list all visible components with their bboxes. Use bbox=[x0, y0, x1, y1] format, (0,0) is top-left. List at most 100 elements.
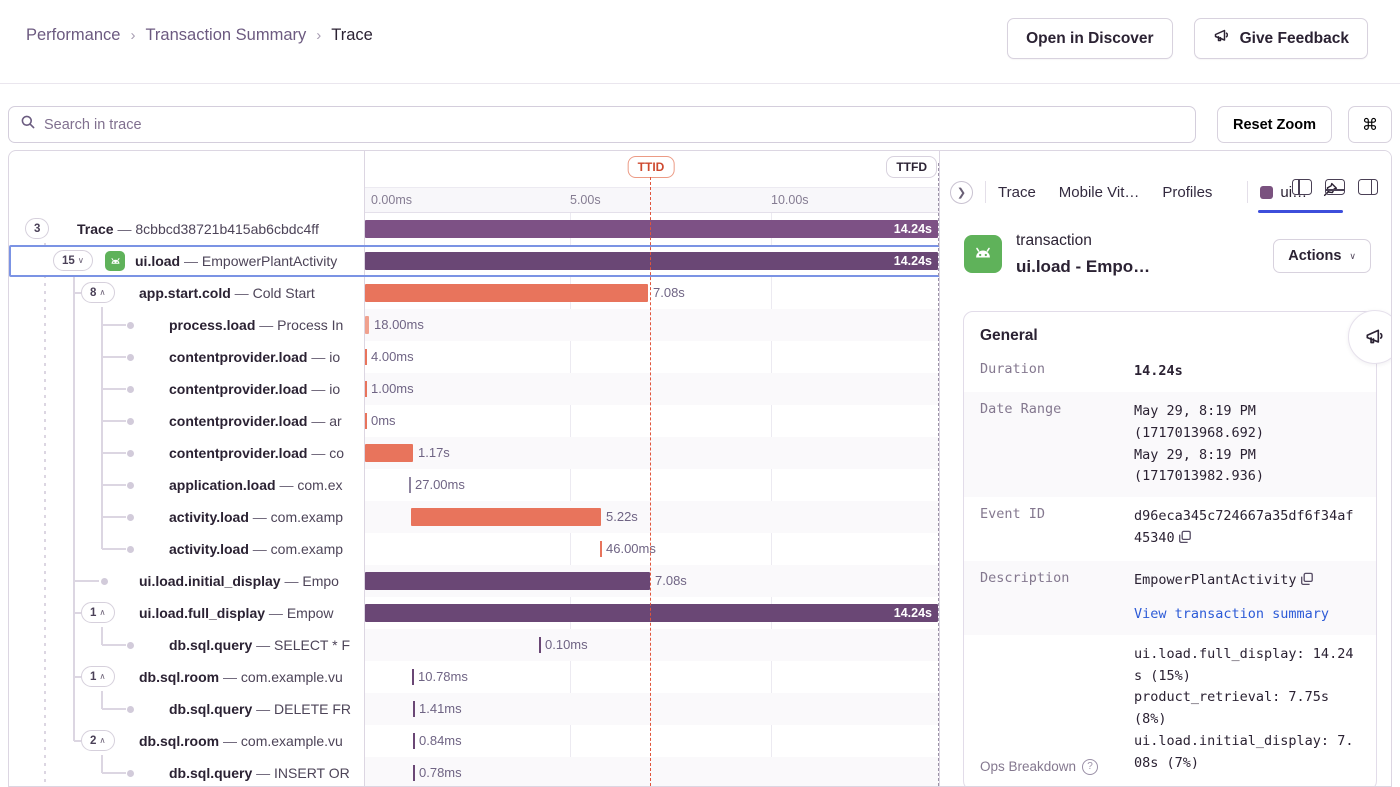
layout-right-panel-icon[interactable] bbox=[1358, 179, 1378, 195]
span-bar[interactable] bbox=[365, 444, 413, 462]
children-count-pill[interactable]: 1 ∧ bbox=[81, 666, 115, 687]
span-duration-cell[interactable]: 18.00ms bbox=[365, 309, 941, 341]
tree-chart-divider[interactable] bbox=[364, 151, 365, 786]
span-tree-cell[interactable]: 15 ∨ ui.load — EmpowerPlantActivity bbox=[9, 245, 364, 277]
span-tree-cell[interactable]: process.load — Process In bbox=[9, 309, 364, 341]
trace-row-db.sql.room[interactable]: 1 ∧ db.sql.room — com.example.vu 10.78ms bbox=[9, 661, 941, 693]
search-input[interactable] bbox=[44, 116, 1184, 133]
tab-profiles[interactable]: Profiles bbox=[1162, 183, 1213, 201]
span-duration-cell[interactable]: 1.17s bbox=[365, 437, 941, 469]
trace-row-db.sql.room[interactable]: 2 ∧ db.sql.room — com.example.vu 0.84ms bbox=[9, 725, 941, 757]
span-tree-cell[interactable]: db.sql.query — INSERT OR bbox=[9, 757, 364, 786]
span-duration-cell[interactable]: 0.78ms bbox=[365, 757, 941, 786]
span-duration-cell[interactable]: 0.10ms bbox=[365, 629, 941, 661]
span-tree-cell[interactable]: 3 Trace — 8cbbcd38721b415ab6cbdc4ff bbox=[9, 213, 364, 245]
trace-row-process.load[interactable]: process.load — Process In 18.00ms bbox=[9, 309, 941, 341]
trace-row-contentprovider.load[interactable]: contentprovider.load — io 1.00ms bbox=[9, 373, 941, 405]
span-bar[interactable] bbox=[365, 316, 369, 334]
children-count-pill[interactable]: 1 ∧ bbox=[81, 602, 115, 623]
trace-row-ui.load.full_display[interactable]: 1 ∧ ui.load.full_display — Empow 14.24s bbox=[9, 597, 941, 629]
actions-button[interactable]: Actions ∨ bbox=[1273, 239, 1371, 273]
span-duration-cell[interactable]: 14.24s bbox=[365, 245, 941, 277]
span-tick[interactable] bbox=[413, 733, 415, 749]
span-tick[interactable] bbox=[409, 477, 411, 493]
span-bar[interactable] bbox=[365, 572, 650, 590]
span-duration-cell[interactable]: 7.08s bbox=[365, 277, 941, 309]
span-tree-cell[interactable]: application.load — com.ex bbox=[9, 469, 364, 501]
span-tick[interactable] bbox=[412, 669, 414, 685]
span-tick[interactable] bbox=[413, 765, 415, 781]
span-tree-cell[interactable]: 1 ∧ ui.load.full_display — Empow bbox=[9, 597, 364, 629]
span-duration-cell[interactable]: 10.78ms bbox=[365, 661, 941, 693]
span-tree-cell[interactable]: contentprovider.load — co bbox=[9, 437, 364, 469]
span-tree-cell[interactable]: contentprovider.load — io bbox=[9, 341, 364, 373]
trace-row-contentprovider.load[interactable]: contentprovider.load — co 1.17s bbox=[9, 437, 941, 469]
span-duration-cell[interactable]: 27.00ms bbox=[365, 469, 941, 501]
span-tree-cell[interactable]: 8 ∧ app.start.cold — Cold Start bbox=[9, 277, 364, 309]
trace-row-contentprovider.load[interactable]: contentprovider.load — ar 0ms bbox=[9, 405, 941, 437]
span-duration-cell[interactable]: 4.00ms bbox=[365, 341, 941, 373]
copy-icon[interactable] bbox=[1178, 530, 1192, 552]
breadcrumb-transaction-summary[interactable]: Transaction Summary bbox=[145, 26, 307, 44]
span-duration-cell[interactable]: 46.00ms bbox=[365, 533, 941, 565]
span-bar[interactable] bbox=[411, 508, 601, 526]
span-duration-cell[interactable]: 14.24s bbox=[365, 597, 941, 629]
trace-row-activity.load[interactable]: activity.load — com.examp 46.00ms bbox=[9, 533, 941, 565]
view-transaction-summary-link[interactable]: View transaction summary bbox=[1134, 605, 1330, 622]
span-tick[interactable] bbox=[600, 541, 602, 557]
reset-zoom-button[interactable]: Reset Zoom bbox=[1217, 106, 1332, 143]
span-tick[interactable] bbox=[365, 349, 367, 365]
span-tree-cell[interactable]: activity.load — com.examp bbox=[9, 533, 364, 565]
span-tree-cell[interactable]: db.sql.query — DELETE FR bbox=[9, 693, 364, 725]
span-bar[interactable] bbox=[365, 284, 648, 302]
span-duration-cell[interactable]: 14.24s bbox=[365, 213, 941, 245]
trace-row-app.start.cold[interactable]: 8 ∧ app.start.cold — Cold Start 7.08s bbox=[9, 277, 941, 309]
span-tick[interactable] bbox=[539, 637, 541, 653]
trace-row-db.sql.query[interactable]: db.sql.query — SELECT * F 0.10ms bbox=[9, 629, 941, 661]
span-tree-cell[interactable]: ui.load.initial_display — Empo bbox=[9, 565, 364, 597]
children-count-pill[interactable]: 3 bbox=[25, 218, 50, 239]
span-duration-cell[interactable]: 5.22s bbox=[365, 501, 941, 533]
trace-row-activity.load[interactable]: activity.load — com.examp 5.22s bbox=[9, 501, 941, 533]
span-tick[interactable] bbox=[413, 701, 415, 717]
children-count-pill[interactable]: 8 ∧ bbox=[81, 282, 115, 303]
open-in-discover-button[interactable]: Open in Discover bbox=[1007, 18, 1173, 59]
command-shortcut-button[interactable]: ⌘ bbox=[1348, 106, 1392, 143]
span-tree-cell[interactable]: contentprovider.load — io bbox=[9, 373, 364, 405]
span-bar[interactable]: 14.24s bbox=[365, 252, 938, 270]
span-tree-cell[interactable]: activity.load — com.examp bbox=[9, 501, 364, 533]
search-box[interactable] bbox=[8, 106, 1196, 143]
copy-icon[interactable] bbox=[1300, 572, 1314, 594]
span-tick[interactable] bbox=[365, 381, 367, 397]
span-duration-cell[interactable]: 1.41ms bbox=[365, 693, 941, 725]
span-duration-cell[interactable]: 0.84ms bbox=[365, 725, 941, 757]
layout-bottom-panel-icon[interactable] bbox=[1325, 179, 1345, 195]
span-tree-cell[interactable]: contentprovider.load — ar bbox=[9, 405, 364, 437]
trace-row-ui.load[interactable]: 15 ∨ ui.load — EmpowerPlantActivity 14.24s bbox=[9, 245, 941, 277]
trace-row-db.sql.query[interactable]: db.sql.query — DELETE FR 1.41ms bbox=[9, 693, 941, 725]
tab-mobile-vitals[interactable]: Mobile Vit… bbox=[1058, 183, 1140, 201]
trace-row-db.sql.query[interactable]: db.sql.query — INSERT OR 0.78ms bbox=[9, 757, 941, 786]
span-duration-cell[interactable]: 7.08s bbox=[365, 565, 941, 597]
children-count-pill[interactable]: 15 ∨ bbox=[53, 250, 94, 271]
layout-left-panel-icon[interactable] bbox=[1292, 179, 1312, 195]
breadcrumb-performance[interactable]: Performance bbox=[26, 26, 121, 44]
span-tick[interactable] bbox=[365, 413, 367, 429]
trace-row-application.load[interactable]: application.load — com.ex 27.00ms bbox=[9, 469, 941, 501]
span-tree-cell[interactable]: 1 ∧ db.sql.room — com.example.vu bbox=[9, 661, 364, 693]
tab-trace[interactable]: Trace bbox=[998, 183, 1036, 201]
span-bar[interactable]: 14.24s bbox=[365, 220, 938, 238]
trace-row-Trace[interactable]: 3 Trace — 8cbbcd38721b415ab6cbdc4ff 14.24s bbox=[9, 213, 941, 245]
span-duration-cell[interactable]: 1.00ms bbox=[365, 373, 941, 405]
expand-panel-button[interactable]: ❯ bbox=[950, 180, 973, 204]
span-bar[interactable]: 14.24s bbox=[365, 604, 938, 622]
span-duration-cell[interactable]: 0ms bbox=[365, 405, 941, 437]
trace-row-contentprovider.load[interactable]: contentprovider.load — io 4.00ms bbox=[9, 341, 941, 373]
children-count-pill[interactable]: 2 ∧ bbox=[81, 730, 115, 751]
span-tree-cell[interactable]: 2 ∧ db.sql.room — com.example.vu bbox=[9, 725, 364, 757]
give-feedback-button[interactable]: Give Feedback bbox=[1193, 18, 1368, 59]
trace-row-ui.load.initial_display[interactable]: ui.load.initial_display — Empo 7.08s bbox=[9, 565, 941, 597]
help-icon[interactable]: ? bbox=[1082, 758, 1099, 775]
feedback-megaphone-button[interactable] bbox=[1348, 310, 1391, 364]
span-tree-cell[interactable]: db.sql.query — SELECT * F bbox=[9, 629, 364, 661]
